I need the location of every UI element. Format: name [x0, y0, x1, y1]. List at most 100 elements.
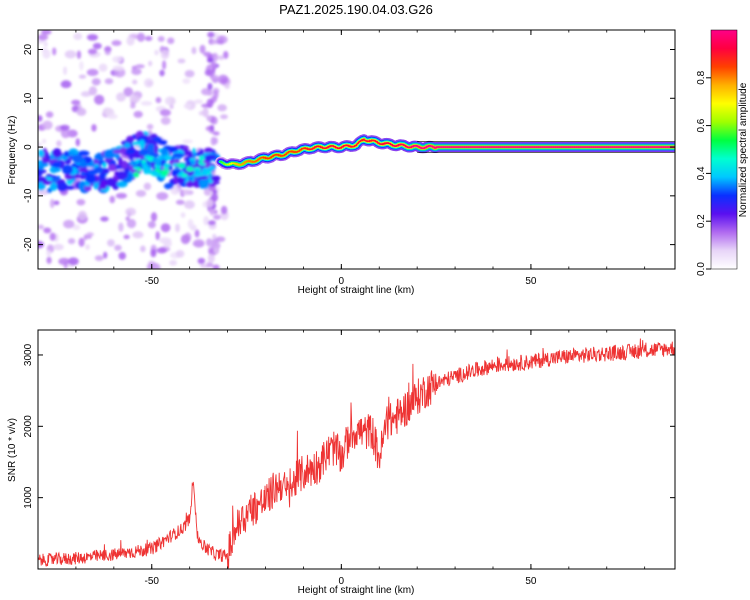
noise-blob [160, 116, 171, 125]
noise-blob [184, 200, 195, 209]
snr-y-axis-label: SNR (10 * v/v) [7, 418, 18, 482]
noise-blob [100, 216, 109, 222]
noise-blob [86, 68, 99, 77]
band-blob-bright [193, 169, 201, 174]
band-blob [153, 136, 163, 142]
noise-blob [118, 222, 124, 232]
spectrogram-y-tick-label: -10 [23, 188, 34, 203]
noise-blob [131, 68, 142, 75]
noise-blob [52, 47, 57, 56]
band-blob-bright [198, 155, 205, 162]
noise-blob [109, 195, 116, 204]
band-blob [80, 171, 86, 176]
band-blob [52, 148, 62, 158]
spectrogram-y-axis-label: Frequency (Hz) [7, 116, 18, 185]
band-blob-bright [190, 159, 196, 166]
page-title: PAZ1.2025.190.04.03.G26 [279, 2, 433, 17]
noise-blob [38, 142, 43, 147]
snr-series-line [38, 338, 675, 569]
band-blob [205, 154, 217, 161]
snr-x-ticks: -50 0 50 [37, 330, 646, 587]
noise-blob [199, 44, 206, 54]
colorbar-tick-label: 0.8 [696, 70, 707, 84]
noise-blob [155, 231, 160, 241]
band-blob [210, 175, 221, 182]
band-blob [93, 182, 99, 190]
spectrogram-x-tick-label: -50 [145, 276, 160, 287]
noise-blob [46, 256, 52, 264]
noise-blob [212, 233, 217, 240]
noise-blob [202, 107, 209, 118]
band-blob [78, 167, 89, 173]
band-blob [132, 141, 143, 146]
noise-blob [46, 249, 52, 257]
snr-frame [37, 329, 676, 570]
band-blob [102, 162, 107, 168]
band-blob [125, 149, 136, 154]
spectrogram-y-tick-label: 0 [23, 144, 34, 150]
colorbar-tick-label: 0.2 [696, 214, 707, 228]
noise-blob [207, 220, 216, 226]
band-blob [85, 173, 97, 184]
noise-blob [38, 34, 49, 41]
spectrogram-x-tick-label: 50 [525, 276, 537, 287]
noise-blob [88, 86, 98, 96]
noise-blob [217, 104, 227, 112]
noise-blob [167, 37, 175, 45]
spectrogram-x-ticks: -50 0 50 [37, 30, 646, 287]
noise-blob [182, 189, 190, 196]
noise-blob [133, 110, 143, 118]
snr-y-tick-label: 3000 [23, 343, 34, 366]
colorbar: 0.0 0.2 0.4 0.6 0.8 Normalized spectral ampl… [696, 29, 749, 276]
noise-blob [43, 41, 48, 48]
noise-blob [123, 87, 134, 97]
noise-blob [206, 98, 214, 108]
colorbar-tick-label: 0.0 [696, 262, 707, 276]
noise-blob [212, 264, 220, 269]
noise-blob [182, 78, 191, 84]
band-blob [105, 177, 116, 187]
ridge-segment [355, 142, 360, 146]
snr-y-ticks: 1000 2000 3000 [23, 343, 675, 509]
noise-blob [41, 30, 52, 35]
band-blob-bright [178, 163, 186, 169]
noise-blob [38, 115, 43, 122]
band-blob [138, 148, 149, 157]
noise-blob [60, 128, 71, 139]
band-blob [63, 151, 69, 157]
noise-blob [164, 96, 176, 106]
noise-blob [224, 84, 230, 89]
noise-blob [42, 138, 47, 144]
noise-blob [118, 252, 127, 260]
noise-blob [193, 239, 205, 248]
noise-blob [63, 66, 68, 76]
colorbar-label: Normalized spectral amplitude [738, 82, 749, 217]
spectrogram-ridge [215, 134, 675, 171]
noise-blob [205, 238, 213, 247]
noise-blob [104, 78, 114, 85]
band-blob-bright [133, 166, 139, 170]
noise-blob [203, 216, 210, 226]
noise-blob [157, 36, 165, 42]
noise-blob [49, 232, 56, 241]
band-blob [66, 151, 76, 157]
noise-blob [60, 80, 72, 89]
snr-x-tick-label: 50 [525, 576, 537, 587]
noise-blob [207, 57, 214, 63]
noise-blob [86, 232, 94, 237]
spectrogram-y-tick-label: -20 [23, 237, 34, 252]
noise-blob [210, 136, 216, 146]
band-blob [98, 173, 107, 179]
noise-blob [197, 257, 206, 265]
noise-blob [132, 231, 144, 239]
noise-blob [143, 182, 152, 191]
band-blob [184, 170, 195, 176]
noise-blob [130, 103, 136, 109]
noise-blob [148, 60, 153, 67]
band-blob [80, 158, 86, 168]
noise-blob [76, 107, 87, 116]
noise-blob [73, 32, 83, 41]
noise-blob [181, 234, 186, 243]
noise-blob [80, 91, 92, 97]
noise-blob [103, 251, 108, 259]
